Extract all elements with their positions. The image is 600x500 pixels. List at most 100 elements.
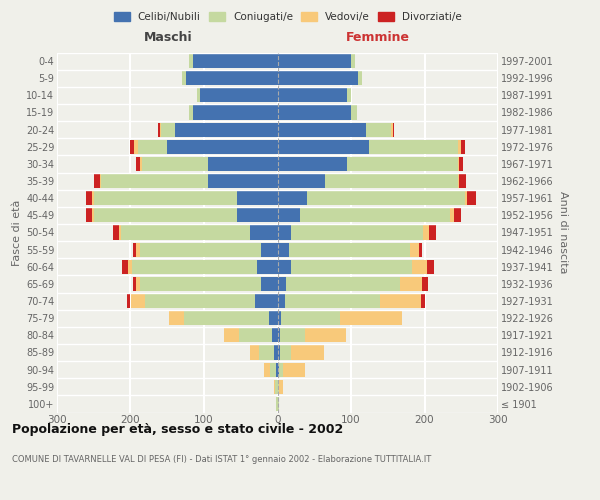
Bar [184, 311, 269, 325]
Bar [458, 140, 461, 154]
Bar [429, 226, 436, 239]
Bar [169, 311, 184, 325]
Bar [358, 71, 362, 85]
Bar [461, 140, 465, 154]
Bar [277, 157, 347, 171]
Bar [291, 226, 423, 239]
Bar [283, 362, 305, 376]
Bar [127, 294, 130, 308]
Bar [86, 191, 92, 205]
Bar [257, 260, 277, 274]
Bar [277, 242, 289, 256]
Bar [458, 157, 459, 171]
Bar [200, 88, 277, 102]
Bar [277, 208, 299, 222]
Bar [454, 208, 461, 222]
Bar [92, 208, 94, 222]
Bar [175, 122, 277, 136]
Bar [450, 208, 454, 222]
Bar [289, 242, 410, 256]
Bar [256, 294, 277, 308]
Bar [277, 140, 370, 154]
Bar [307, 191, 465, 205]
Bar [277, 260, 291, 274]
Legend: Celibi/Nubili, Coniugati/e, Vedovi/e, Divorziati/e: Celibi/Nubili, Coniugati/e, Vedovi/e, Di… [110, 8, 466, 26]
Bar [274, 380, 275, 394]
Bar [366, 122, 391, 136]
Text: Popolazione per età, sesso e stato civile - 2002: Popolazione per età, sesso e stato civil… [12, 422, 343, 436]
Bar [94, 191, 237, 205]
Bar [142, 157, 208, 171]
Bar [136, 157, 140, 171]
Bar [119, 226, 121, 239]
Bar [351, 54, 355, 68]
Y-axis label: Fasce di età: Fasce di età [11, 200, 22, 266]
Bar [277, 311, 281, 325]
Bar [277, 397, 279, 411]
Bar [133, 277, 136, 291]
Bar [275, 380, 277, 394]
Bar [100, 174, 101, 188]
Bar [305, 328, 346, 342]
Bar [423, 226, 429, 239]
Bar [86, 208, 92, 222]
Bar [467, 191, 476, 205]
Bar [391, 122, 393, 136]
Bar [277, 346, 280, 360]
Bar [197, 88, 200, 102]
Bar [347, 88, 351, 102]
Bar [269, 311, 277, 325]
Bar [427, 260, 434, 274]
Bar [459, 157, 463, 171]
Bar [280, 328, 305, 342]
Bar [421, 294, 425, 308]
Bar [134, 140, 138, 154]
Text: COMUNE DI TAVARNELLE VAL DI PESA (FI) - Dati ISTAT 1° gennaio 2002 - Elaborazion: COMUNE DI TAVARNELLE VAL DI PESA (FI) - … [12, 455, 431, 464]
Bar [182, 71, 185, 85]
Bar [208, 157, 277, 171]
Bar [274, 346, 277, 360]
Bar [132, 260, 257, 274]
Bar [262, 277, 277, 291]
Bar [277, 191, 307, 205]
Bar [277, 71, 358, 85]
Bar [190, 106, 193, 120]
Bar [121, 226, 250, 239]
Bar [277, 122, 366, 136]
Bar [277, 54, 351, 68]
Bar [140, 242, 262, 256]
Bar [276, 397, 277, 411]
Bar [158, 122, 160, 136]
Bar [277, 380, 279, 394]
Bar [291, 260, 412, 274]
Bar [277, 277, 286, 291]
Bar [380, 294, 421, 308]
Bar [422, 277, 428, 291]
Bar [185, 71, 277, 85]
Bar [285, 294, 380, 308]
Bar [277, 174, 325, 188]
Bar [160, 122, 161, 136]
Bar [122, 260, 128, 274]
Text: Femmine: Femmine [346, 31, 410, 44]
Bar [94, 174, 100, 188]
Bar [286, 277, 400, 291]
Bar [145, 294, 256, 308]
Bar [279, 380, 283, 394]
Bar [340, 311, 403, 325]
Bar [370, 140, 458, 154]
Bar [224, 328, 239, 342]
Bar [239, 328, 272, 342]
Bar [136, 242, 140, 256]
Bar [259, 346, 274, 360]
Bar [272, 328, 277, 342]
Bar [325, 174, 458, 188]
Bar [140, 157, 142, 171]
Bar [291, 346, 324, 360]
Bar [136, 277, 140, 291]
Bar [412, 260, 427, 274]
Bar [277, 226, 291, 239]
Bar [92, 191, 94, 205]
Bar [140, 277, 262, 291]
Bar [277, 294, 285, 308]
